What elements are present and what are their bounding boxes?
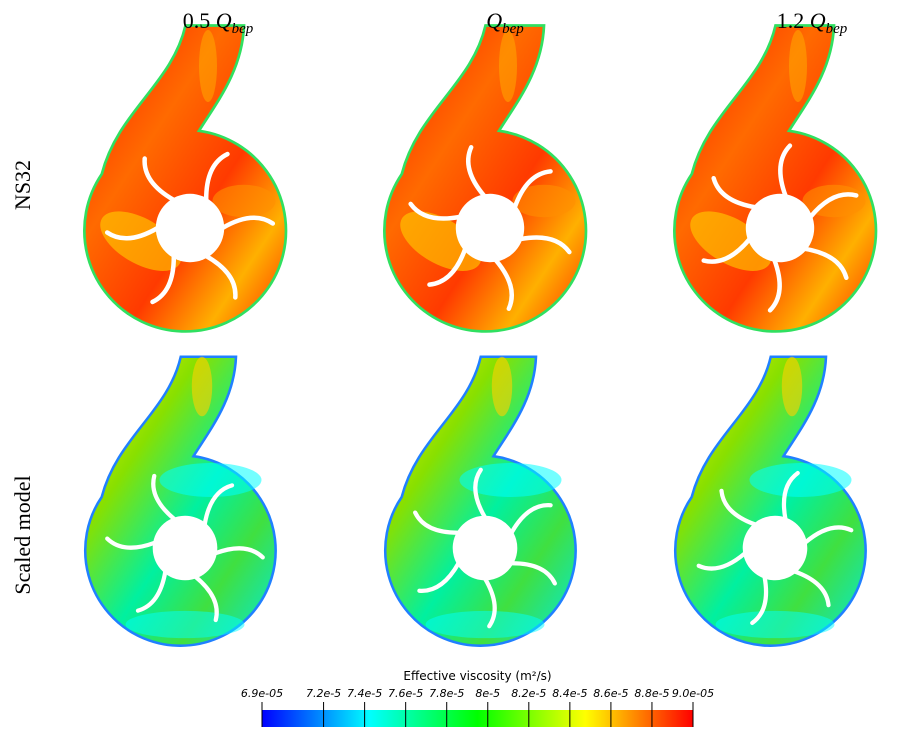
subscript: bep <box>232 21 254 37</box>
row-label: NS32 <box>10 160 35 210</box>
subscript: bep <box>826 21 848 37</box>
column-title: 0.5 Qbep <box>183 8 254 37</box>
contour-panel <box>83 24 288 333</box>
colorbar-tick-label: 6.9e-05 <box>241 687 283 700</box>
colorbar-tick-label: 7.4e-5 <box>347 687 382 700</box>
colorbar-title: Effective viscosity (m²/s) <box>403 669 551 683</box>
colorbar-tick-label: 7.8e-5 <box>429 687 464 700</box>
contour-panel <box>383 24 594 333</box>
colorbar-tick-label: 7.2e-5 <box>306 687 341 700</box>
colorbar-tick-label: 8.2e-5 <box>511 687 546 700</box>
coefficient: 1.2 <box>777 8 805 33</box>
colorbar-tick-label: 9.0e-05 <box>672 687 714 700</box>
colorbar-tick-label: 8.6e-5 <box>593 687 628 700</box>
symbol: Q <box>810 8 826 33</box>
colorbar-tick-label: 8.8e-5 <box>634 687 669 700</box>
symbol: Q <box>216 8 232 33</box>
contour-panel <box>381 355 589 650</box>
colorbar <box>262 710 693 727</box>
colorbar-tick-label: 7.6e-5 <box>388 687 423 700</box>
column-title: Qbep <box>486 8 524 37</box>
coefficient: 0.5 <box>183 8 211 33</box>
colorbar-tick-label: 8e-5 <box>475 687 500 700</box>
contour-panel <box>669 355 881 655</box>
contour-panel <box>667 24 893 340</box>
subscript: bep <box>502 21 524 37</box>
row-label: Scaled model <box>10 475 35 594</box>
contour-panel <box>83 355 277 647</box>
symbol: Q <box>486 8 502 33</box>
column-title: 1.2 Qbep <box>777 8 848 37</box>
colorbar-tick-label: 8.4e-5 <box>552 687 587 700</box>
